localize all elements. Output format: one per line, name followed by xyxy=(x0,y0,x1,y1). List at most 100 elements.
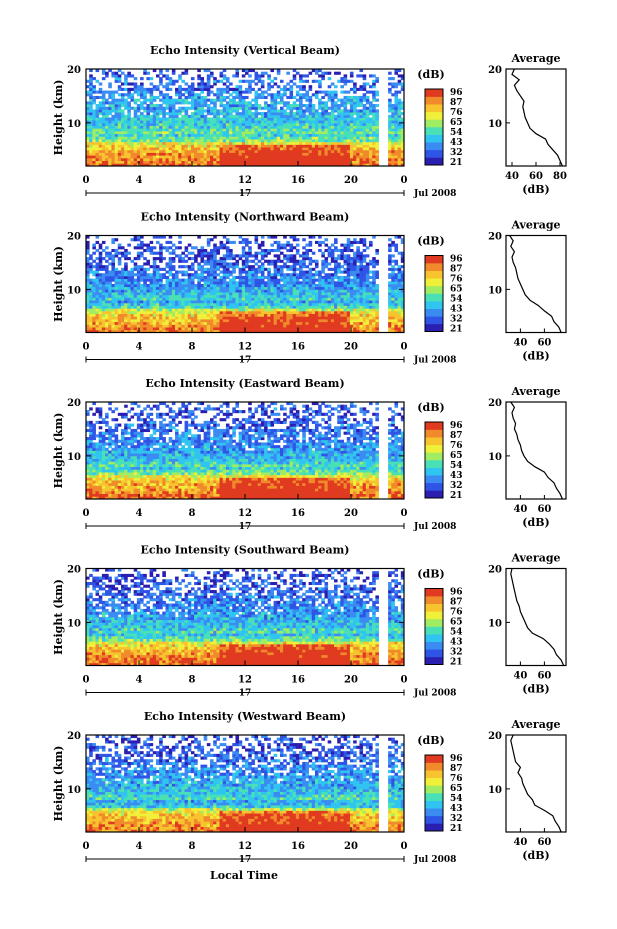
heatmap-cell xyxy=(197,308,201,312)
heatmap-cell xyxy=(168,128,173,132)
heatmap-cell xyxy=(152,109,157,113)
heatmap-cell xyxy=(216,114,220,118)
heatmap-cell xyxy=(200,155,205,159)
heatmap-cell xyxy=(181,257,185,261)
heatmap-cell xyxy=(270,302,275,306)
heatmap-cell xyxy=(146,155,150,159)
heatmap-cell xyxy=(108,321,112,325)
heatmap-cell xyxy=(136,246,141,250)
heatmap-cell xyxy=(140,163,144,167)
heatmap-cell xyxy=(101,308,106,312)
heatmap-cell xyxy=(257,87,262,91)
heatmap-cell xyxy=(292,286,297,290)
heatmap-cell xyxy=(140,160,144,164)
heatmap-cell xyxy=(299,133,303,137)
heatmap-cell xyxy=(127,117,131,121)
heatmap-cell xyxy=(86,265,90,269)
heatmap-cell xyxy=(346,152,351,156)
heatmap-cell xyxy=(98,262,103,266)
heatmap-cell xyxy=(369,125,373,129)
heatmap-cell xyxy=(162,122,166,126)
heatmap-cell xyxy=(210,254,214,258)
heatmap-cell xyxy=(302,120,306,124)
heatmap-cell xyxy=(356,109,360,113)
heatmap-cell xyxy=(295,155,300,159)
heatmap-cell xyxy=(124,275,128,280)
heatmap-cell xyxy=(311,114,316,118)
heatmap-cell xyxy=(299,286,303,290)
heatmap-cell xyxy=(292,136,297,140)
panel-title: Echo Intensity (Vertical Beam) xyxy=(150,44,340,57)
heatmap-cell xyxy=(229,297,233,301)
heatmap-cell xyxy=(159,82,163,86)
heatmap-cell xyxy=(372,149,376,153)
heatmap-cell xyxy=(171,79,176,83)
heatmap-cell xyxy=(276,286,281,290)
heatmap-cell xyxy=(101,321,106,325)
heatmap-cell xyxy=(140,270,144,274)
heatmap-cell xyxy=(222,136,227,140)
heatmap-cell xyxy=(292,147,297,151)
heatmap-cell xyxy=(279,278,284,282)
heatmap-cell xyxy=(92,95,96,100)
heatmap-cell xyxy=(146,259,150,263)
heatmap-cell xyxy=(311,308,316,312)
heatmap-cell xyxy=(260,243,265,247)
heatmap-cell xyxy=(292,259,297,263)
heatmap-cell xyxy=(222,324,227,328)
heatmap-cell xyxy=(337,122,341,126)
heatmap-cell xyxy=(365,90,370,94)
heatmap-cell xyxy=(362,74,367,78)
heatmap-cell xyxy=(89,289,93,293)
heatmap-cell xyxy=(216,248,220,253)
heatmap-cell xyxy=(353,136,357,140)
heatmap-cell xyxy=(136,243,141,247)
heatmap-cell xyxy=(362,109,367,113)
heatmap-cell xyxy=(273,310,278,315)
heatmap-cell xyxy=(130,327,135,331)
heatmap-cell xyxy=(295,308,300,312)
heatmap-cell xyxy=(165,270,170,274)
heatmap-cell xyxy=(98,251,103,255)
heatmap-cell xyxy=(321,136,325,140)
heatmap-cell xyxy=(149,93,154,97)
heatmap-cell xyxy=(165,308,170,312)
heatmap-cell xyxy=(89,286,93,290)
heatmap-cell xyxy=(117,130,122,135)
heatmap-cell xyxy=(292,284,297,288)
heatmap-cell xyxy=(327,160,332,164)
heatmap-cell xyxy=(340,122,344,126)
heatmap-cell xyxy=(149,125,154,129)
heatmap-cell xyxy=(143,308,147,312)
heatmap-cell xyxy=(127,90,131,94)
heatmap-cell xyxy=(133,257,138,261)
heatmap-cell xyxy=(168,302,173,306)
heatmap-cell xyxy=(340,85,344,89)
heatmap-cell xyxy=(302,319,306,323)
heatmap-cell xyxy=(375,125,379,129)
heatmap-cell xyxy=(257,316,262,320)
heatmap-cell xyxy=(152,128,157,132)
heatmap-cell xyxy=(260,254,265,258)
heatmap-cell xyxy=(340,101,344,105)
heatmap-cell xyxy=(289,275,294,280)
heatmap-cell xyxy=(213,149,217,153)
heatmap-cell xyxy=(86,273,90,277)
heatmap-cell xyxy=(136,254,141,258)
heatmap-cell xyxy=(181,278,185,282)
heatmap-cell xyxy=(286,82,290,86)
heatmap-cell xyxy=(155,273,160,277)
heatmap-cell xyxy=(311,109,316,113)
heatmap-cell xyxy=(286,163,290,167)
heatmap-cell xyxy=(143,122,147,126)
heatmap-cell xyxy=(86,93,90,97)
heatmap-cell xyxy=(311,302,316,306)
heatmap-cell xyxy=(375,109,379,113)
heatmap-cell xyxy=(270,313,275,317)
heatmap-cell xyxy=(95,152,100,156)
heatmap-cell xyxy=(152,246,157,250)
heatmap-cell xyxy=(187,155,192,159)
heatmap-cell xyxy=(114,71,119,75)
heatmap-cell xyxy=(346,144,351,148)
heatmap-cell xyxy=(143,109,147,113)
